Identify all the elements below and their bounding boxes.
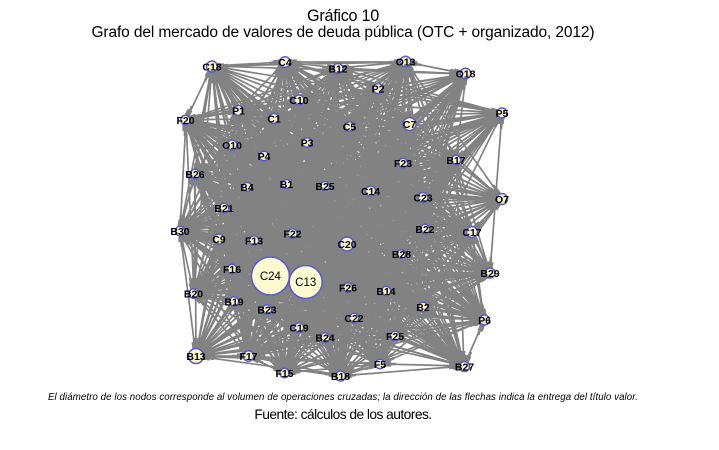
svg-text:B2: B2	[416, 302, 430, 314]
svg-text:C10: C10	[289, 95, 308, 107]
svg-text:C19: C19	[289, 323, 308, 335]
svg-text:C9: C9	[212, 234, 226, 246]
svg-text:P1: P1	[232, 106, 245, 118]
svg-text:F25: F25	[386, 331, 404, 343]
svg-text:B4: B4	[240, 182, 254, 194]
svg-text:B12: B12	[328, 64, 347, 76]
svg-text:B19: B19	[224, 297, 243, 309]
svg-text:C24: C24	[260, 271, 282, 283]
svg-text:O18: O18	[456, 69, 476, 81]
svg-text:B29: B29	[480, 268, 499, 280]
svg-text:C18: C18	[202, 62, 221, 74]
svg-text:B24: B24	[315, 333, 334, 345]
svg-text:B17: B17	[446, 155, 465, 167]
svg-text:F20: F20	[176, 115, 194, 127]
svg-text:B25: B25	[315, 181, 334, 193]
svg-text:P2: P2	[372, 84, 385, 96]
svg-text:C5: C5	[343, 122, 357, 134]
svg-text:F13: F13	[245, 236, 263, 248]
svg-text:P3: P3	[301, 138, 314, 150]
svg-text:F17: F17	[239, 351, 257, 363]
svg-text:O10: O10	[222, 140, 242, 152]
svg-text:B13: B13	[186, 351, 205, 363]
svg-text:B30: B30	[170, 226, 189, 238]
svg-text:B28: B28	[392, 249, 411, 261]
svg-text:B21: B21	[214, 203, 233, 215]
svg-text:C20: C20	[337, 239, 356, 251]
svg-text:B20: B20	[184, 289, 203, 301]
svg-text:C22: C22	[344, 313, 363, 325]
svg-text:P5: P5	[496, 108, 509, 120]
svg-text:C14: C14	[361, 186, 380, 198]
svg-text:B18: B18	[331, 371, 350, 383]
svg-text:B23: B23	[257, 305, 276, 317]
svg-text:F5: F5	[374, 359, 386, 371]
svg-text:B14: B14	[376, 286, 395, 298]
svg-text:P4: P4	[258, 151, 271, 163]
svg-text:C13: C13	[295, 277, 316, 289]
svg-text:C17: C17	[462, 227, 481, 239]
svg-text:F26: F26	[339, 283, 357, 295]
svg-text:F15: F15	[275, 368, 293, 380]
svg-text:B1: B1	[280, 179, 294, 191]
svg-text:O13: O13	[396, 57, 416, 69]
svg-text:B26: B26	[185, 169, 204, 181]
svg-text:C7: C7	[403, 119, 417, 131]
svg-text:C1: C1	[267, 114, 281, 126]
svg-text:F22: F22	[283, 229, 301, 241]
svg-text:P6: P6	[478, 315, 491, 327]
svg-text:F16: F16	[223, 264, 241, 276]
svg-text:C4: C4	[278, 57, 292, 69]
svg-text:O7: O7	[495, 194, 509, 206]
svg-text:F23: F23	[394, 158, 412, 170]
svg-text:B27: B27	[455, 362, 474, 374]
svg-text:B22: B22	[415, 224, 434, 236]
svg-text:C23: C23	[413, 193, 432, 205]
